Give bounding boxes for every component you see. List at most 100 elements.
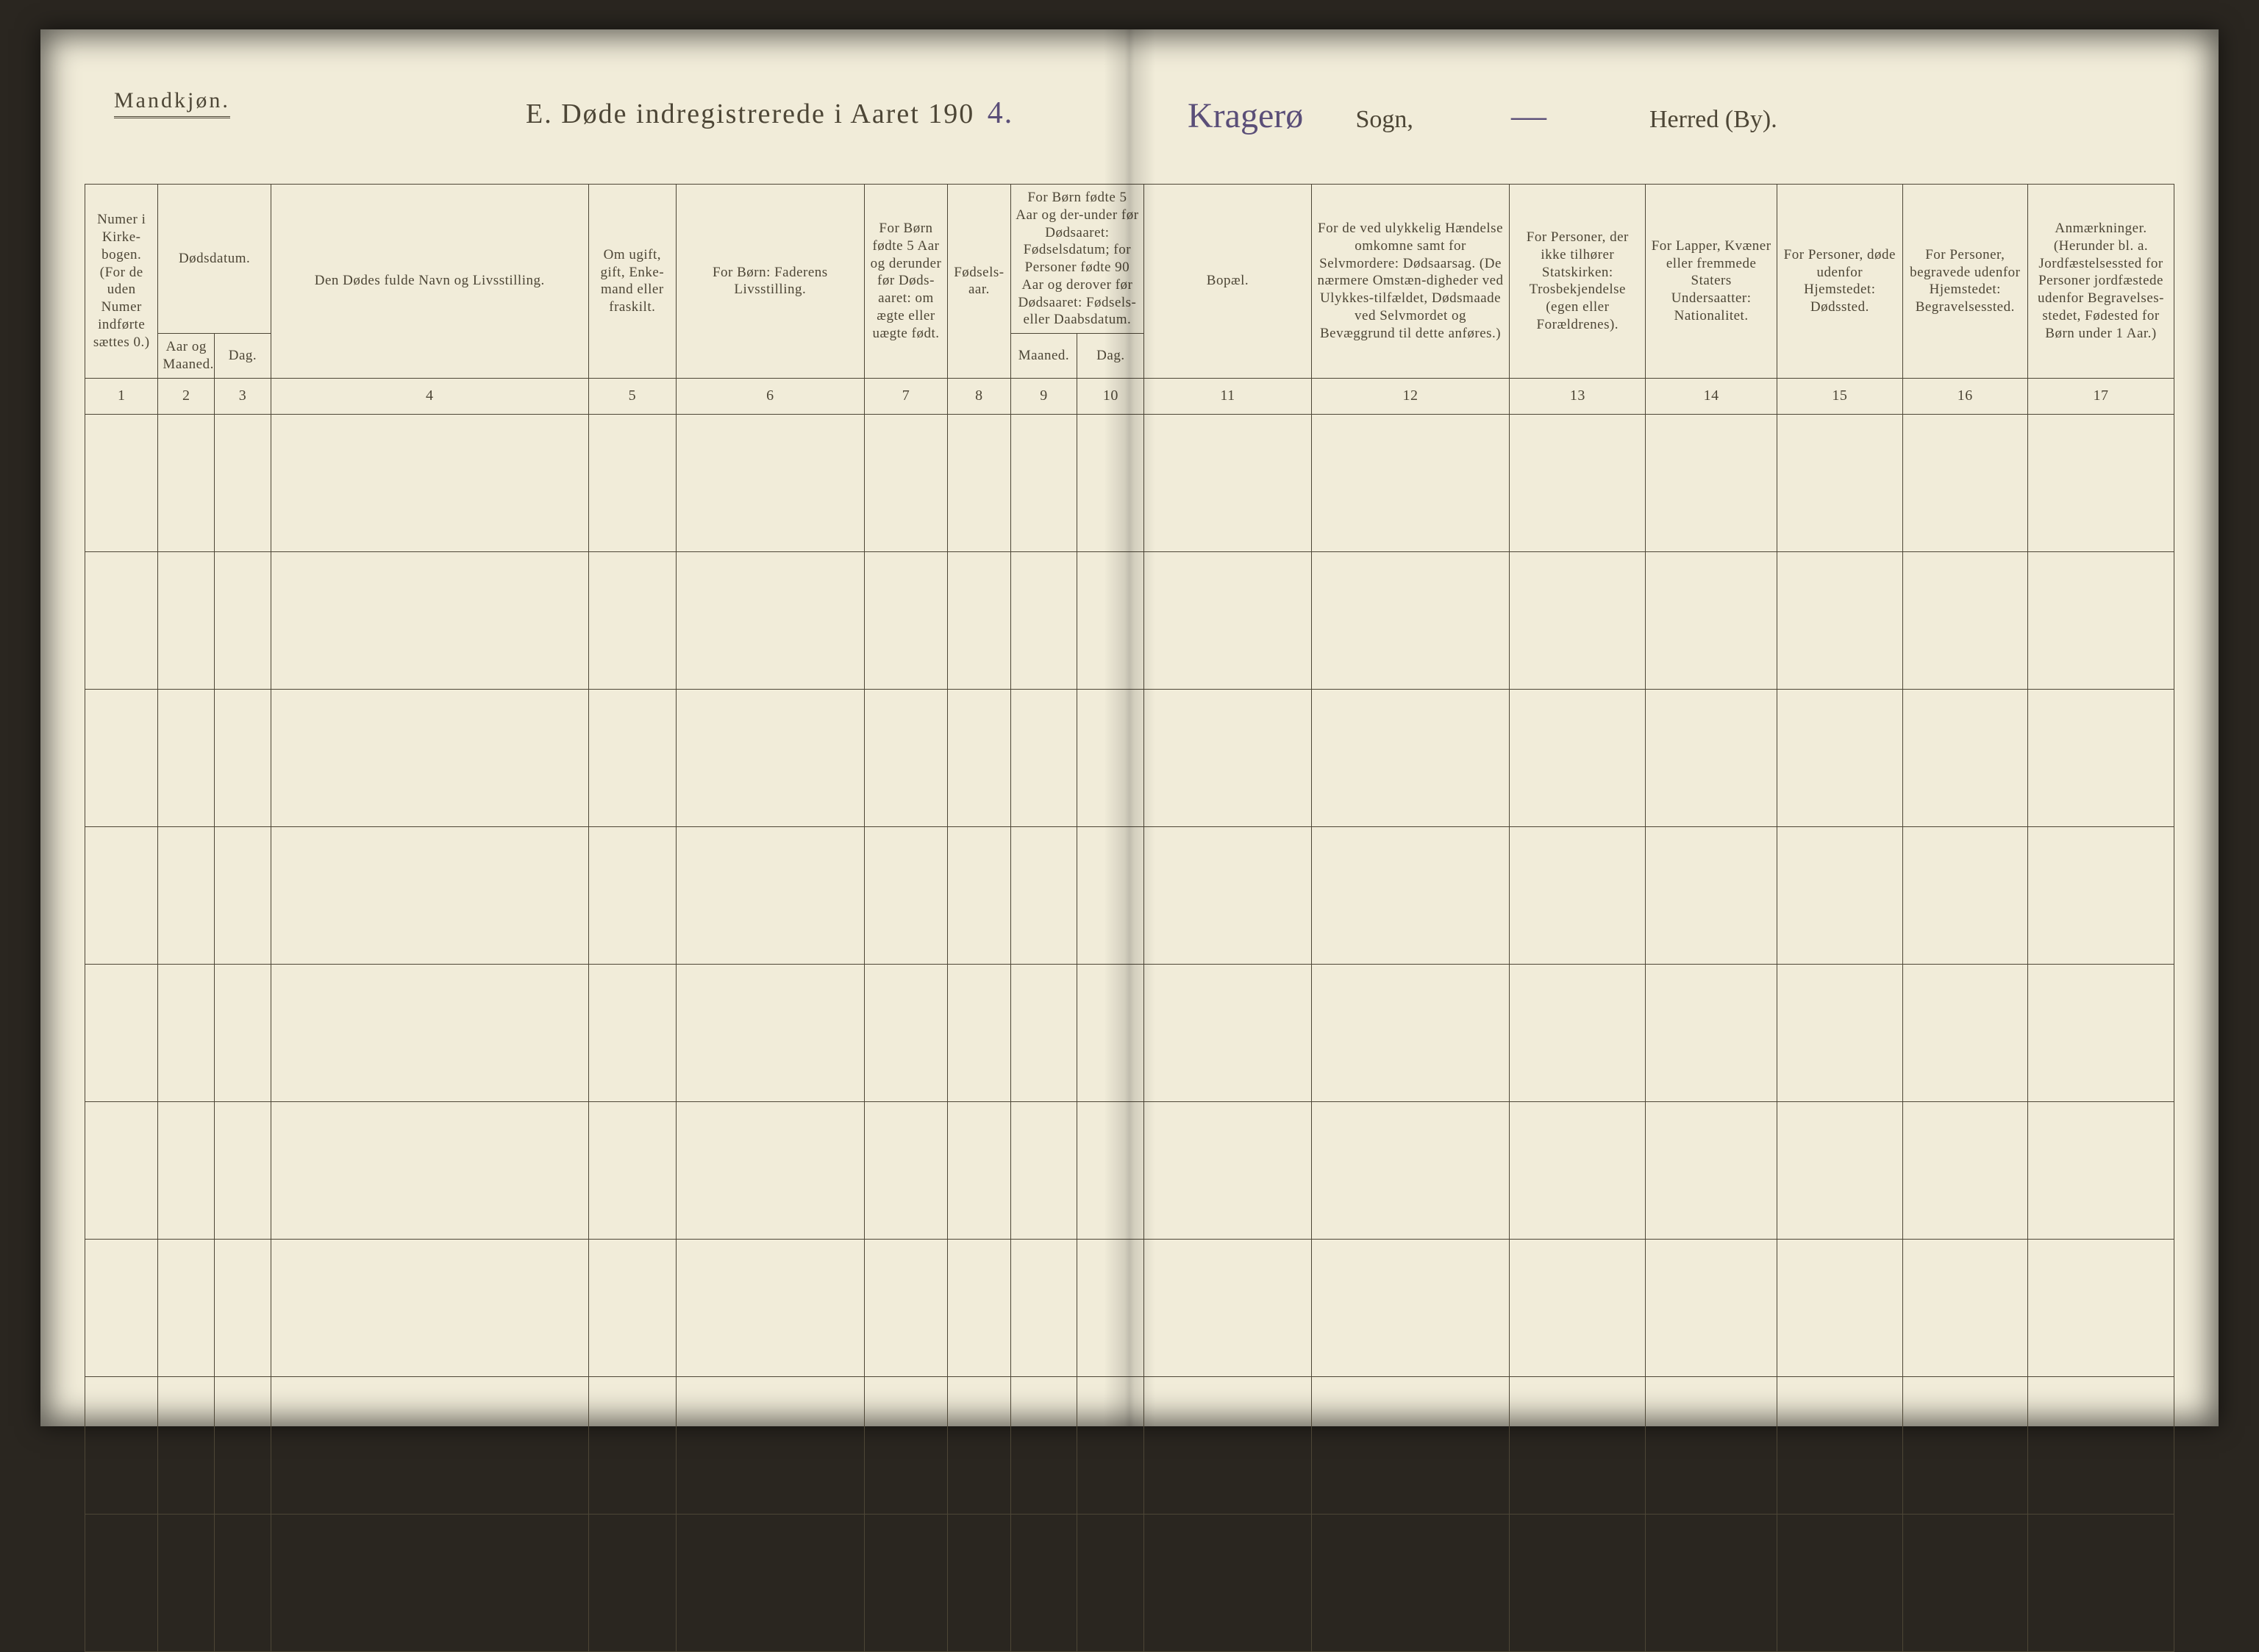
register-table: Numer i Kirke-bogen. (For de uden Numer …	[85, 184, 2174, 1652]
col-8-header: Fødsels-aar.	[948, 185, 1010, 379]
cell	[1311, 1239, 1510, 1376]
cell	[1646, 689, 1777, 826]
cell	[158, 1376, 215, 1514]
cell	[864, 1376, 948, 1514]
title-block: E. Døde indregistrerede i Aaret 190 4.	[526, 96, 1018, 131]
register-page: Mandkjøn. E. Døde indregistrerede i Aare…	[40, 29, 2219, 1426]
cell	[1077, 964, 1144, 1101]
cell	[1902, 1376, 2027, 1514]
cell	[1646, 551, 1777, 689]
col-number-6: 6	[676, 378, 864, 414]
table-body	[85, 414, 2174, 1651]
cell	[1010, 1101, 1077, 1239]
table-row	[85, 1239, 2174, 1376]
col-9-subheader: Maaned.	[1010, 334, 1077, 379]
cell	[1144, 1101, 1311, 1239]
cell	[1144, 414, 1311, 551]
col-15-header: For Personer, døde udenfor Hjemstedet: D…	[1777, 185, 1902, 379]
cell	[85, 1239, 158, 1376]
cell	[1144, 1239, 1311, 1376]
sogn-group: Kragerø Sogn,	[1188, 96, 1413, 137]
col-number-15: 15	[1777, 378, 1902, 414]
cell	[1902, 964, 2027, 1101]
cell	[85, 414, 158, 551]
cell	[85, 551, 158, 689]
col-number-7: 7	[864, 378, 948, 414]
table-row	[85, 1514, 2174, 1651]
col-number-11: 11	[1144, 378, 1311, 414]
cell	[1902, 689, 2027, 826]
col-1-header: Numer i Kirke-bogen. (For de uden Numer …	[85, 185, 158, 379]
cell	[1010, 964, 1077, 1101]
cell	[1077, 689, 1144, 826]
cell	[1144, 551, 1311, 689]
cell	[271, 1101, 588, 1239]
cell	[1010, 1514, 1077, 1651]
cell	[1902, 1101, 2027, 1239]
col-14-header: For Lapper, Kvæner eller fremmede Stater…	[1646, 185, 1777, 379]
cell	[948, 826, 1010, 964]
cell	[1902, 1239, 2027, 1376]
cell	[215, 414, 271, 551]
cell	[864, 414, 948, 551]
cell	[1510, 1514, 1646, 1651]
cell	[1902, 551, 2027, 689]
cell	[1777, 689, 1902, 826]
table-row	[85, 826, 2174, 964]
cell	[948, 551, 1010, 689]
cell	[676, 826, 864, 964]
cell	[215, 1376, 271, 1514]
cell	[1646, 964, 1777, 1101]
sogn-label: Sogn,	[1356, 106, 1413, 133]
col-number-5: 5	[588, 378, 676, 414]
col-3-subheader: Dag.	[215, 334, 271, 379]
cell	[2028, 964, 2174, 1101]
cell	[1646, 1239, 1777, 1376]
cell	[1144, 1514, 1311, 1651]
cell	[864, 1101, 948, 1239]
cell	[588, 1514, 676, 1651]
herred-group: — Herred (By).	[1511, 96, 1777, 136]
cell	[215, 551, 271, 689]
table-row	[85, 1376, 2174, 1514]
cell	[215, 689, 271, 826]
cell	[2028, 414, 2174, 551]
cell	[1311, 414, 1510, 551]
cell	[215, 1101, 271, 1239]
cell	[676, 1376, 864, 1514]
cell	[676, 1239, 864, 1376]
cell	[1077, 1101, 1144, 1239]
cell	[676, 964, 864, 1101]
column-number-row: 1234567891011121314151617	[85, 378, 2174, 414]
herred-label: Herred (By).	[1649, 106, 1777, 133]
cell	[1144, 964, 1311, 1101]
cell	[215, 964, 271, 1101]
cell	[2028, 689, 2174, 826]
cell	[158, 1239, 215, 1376]
cell	[1902, 826, 2027, 964]
cell	[158, 414, 215, 551]
header-row-1: Numer i Kirke-bogen. (For de uden Numer …	[85, 185, 2174, 334]
cell	[1510, 1239, 1646, 1376]
cell	[588, 1376, 676, 1514]
cell	[1010, 1376, 1077, 1514]
cell	[1777, 551, 1902, 689]
cell	[271, 1514, 588, 1651]
cell	[1646, 826, 1777, 964]
cell	[215, 1514, 271, 1651]
table-header: Numer i Kirke-bogen. (For de uden Numer …	[85, 185, 2174, 415]
cell	[1010, 551, 1077, 689]
cell	[864, 964, 948, 1101]
cell	[85, 964, 158, 1101]
herred-handwritten: —	[1511, 96, 1599, 136]
col-16-header: For Personer, begravede udenfor Hjemsted…	[1902, 185, 2027, 379]
table-row	[85, 414, 2174, 551]
cell	[588, 551, 676, 689]
cell	[1646, 1101, 1777, 1239]
cell	[271, 964, 588, 1101]
cell	[85, 1101, 158, 1239]
cell	[588, 414, 676, 551]
cell	[1077, 1239, 1144, 1376]
col-number-3: 3	[215, 378, 271, 414]
cell	[1077, 826, 1144, 964]
